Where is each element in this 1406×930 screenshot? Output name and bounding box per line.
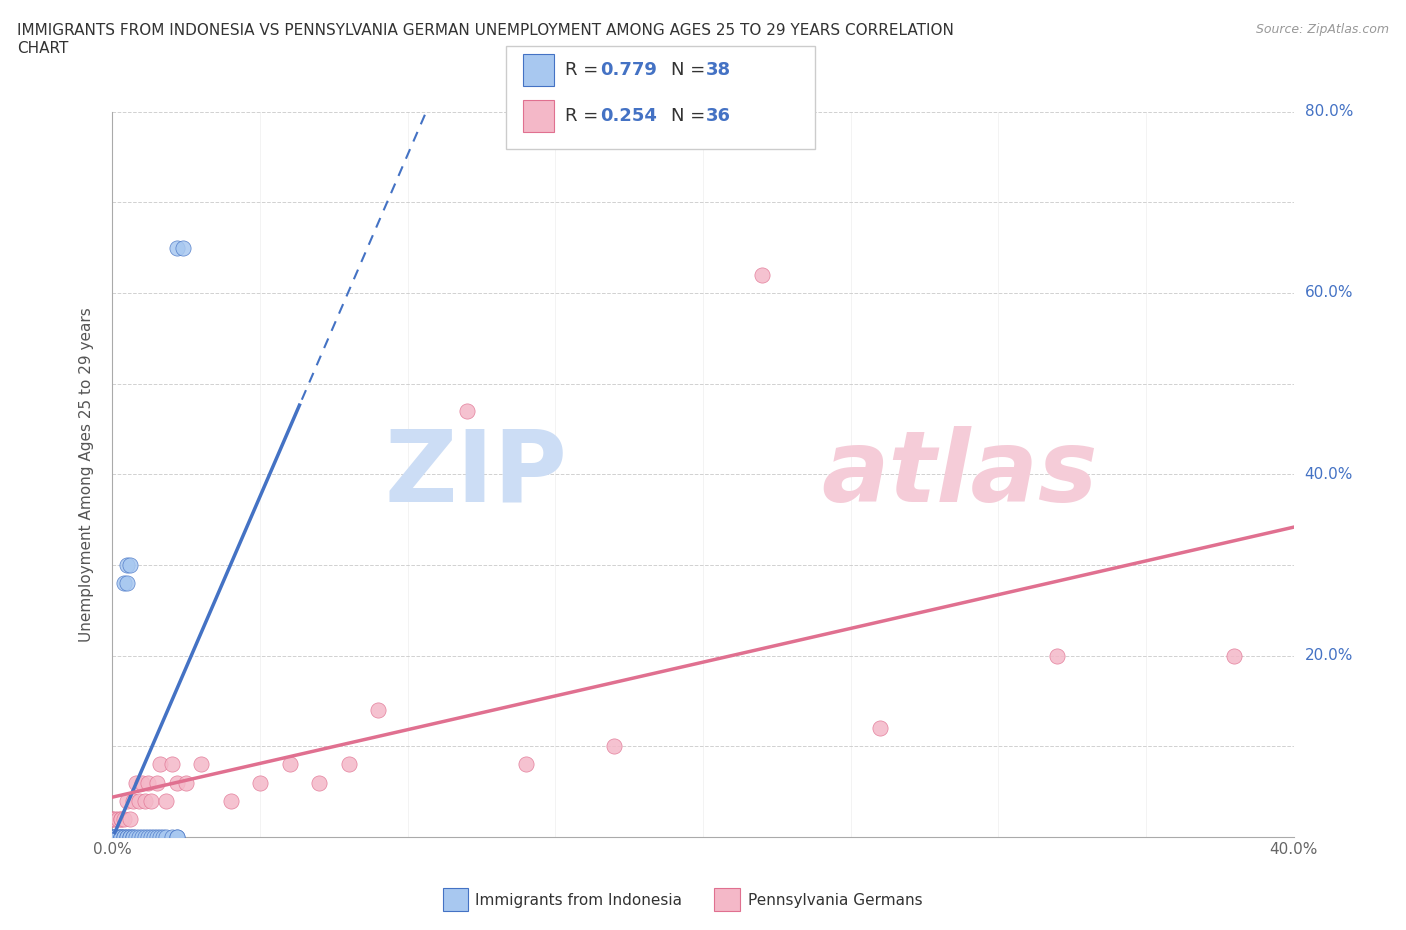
Point	[117, 576, 138, 591]
Point	[172, 240, 194, 255]
Point	[122, 830, 145, 844]
Text: Source: ZipAtlas.com: Source: ZipAtlas.com	[1256, 23, 1389, 36]
Point	[104, 830, 127, 844]
Point	[101, 830, 124, 844]
Text: Pennsylvania Germans: Pennsylvania Germans	[748, 893, 922, 908]
Point	[101, 830, 124, 844]
Point	[110, 830, 132, 844]
Point	[125, 776, 148, 790]
Point	[603, 738, 626, 753]
Point	[107, 830, 129, 844]
Point	[160, 830, 183, 844]
Text: 80.0%: 80.0%	[1305, 104, 1353, 119]
Text: N =: N =	[671, 61, 710, 79]
Point	[131, 830, 153, 844]
Point	[166, 830, 188, 844]
Point	[1046, 648, 1069, 663]
Point	[456, 404, 478, 418]
Point	[107, 811, 129, 827]
Point	[139, 793, 162, 808]
Point	[110, 811, 132, 827]
Point	[128, 830, 150, 844]
Point	[101, 811, 124, 827]
Point	[166, 830, 188, 844]
Text: IMMIGRANTS FROM INDONESIA VS PENNSYLVANIA GERMAN UNEMPLOYMENT AMONG AGES 25 TO 2: IMMIGRANTS FROM INDONESIA VS PENNSYLVANI…	[17, 23, 953, 56]
Point	[149, 757, 172, 772]
Point	[160, 757, 183, 772]
Point	[155, 793, 177, 808]
Point	[117, 793, 138, 808]
Text: R =: R =	[565, 61, 605, 79]
Point	[136, 776, 159, 790]
Point	[122, 830, 145, 844]
Point	[146, 776, 169, 790]
Point	[367, 703, 389, 718]
Point	[146, 830, 169, 844]
Point	[249, 776, 271, 790]
Point	[120, 830, 142, 844]
Text: 38: 38	[706, 61, 731, 79]
Text: R =: R =	[565, 107, 605, 125]
Point	[101, 830, 124, 844]
Text: Immigrants from Indonesia: Immigrants from Indonesia	[475, 893, 682, 908]
Point	[112, 830, 135, 844]
Point	[131, 776, 153, 790]
Point	[117, 830, 138, 844]
Point	[152, 830, 174, 844]
Point	[1223, 648, 1246, 663]
Point	[112, 830, 135, 844]
Point	[107, 830, 129, 844]
Text: 40.0%: 40.0%	[1305, 467, 1353, 482]
Point	[337, 757, 360, 772]
Point	[136, 830, 159, 844]
Point	[219, 793, 242, 808]
Text: atlas: atlas	[821, 426, 1098, 523]
Text: ZIP: ZIP	[384, 426, 567, 523]
Point	[112, 811, 135, 827]
Point	[174, 776, 197, 790]
Text: N =: N =	[671, 107, 710, 125]
Point	[515, 757, 537, 772]
Point	[869, 721, 891, 736]
Text: 0.779: 0.779	[600, 61, 657, 79]
Point	[149, 830, 172, 844]
Y-axis label: Unemployment Among Ages 25 to 29 years: Unemployment Among Ages 25 to 29 years	[79, 307, 94, 642]
Point	[117, 830, 138, 844]
Point	[751, 268, 773, 283]
Text: 60.0%: 60.0%	[1305, 286, 1353, 300]
Point	[120, 830, 142, 844]
Point	[104, 811, 127, 827]
Point	[166, 240, 188, 255]
Point	[134, 793, 156, 808]
Point	[142, 830, 165, 844]
Text: 0.254: 0.254	[600, 107, 657, 125]
Point	[120, 558, 142, 573]
Point	[117, 558, 138, 573]
Point	[139, 830, 162, 844]
Point	[101, 811, 124, 827]
Point	[104, 830, 127, 844]
Point	[125, 830, 148, 844]
Point	[155, 830, 177, 844]
Text: 20.0%: 20.0%	[1305, 648, 1353, 663]
Text: 36: 36	[706, 107, 731, 125]
Point	[120, 811, 142, 827]
Point	[166, 776, 188, 790]
Point	[110, 830, 132, 844]
Point	[128, 793, 150, 808]
Point	[110, 830, 132, 844]
Point	[278, 757, 301, 772]
Point	[308, 776, 330, 790]
Point	[122, 793, 145, 808]
Point	[134, 830, 156, 844]
Point	[112, 576, 135, 591]
Point	[190, 757, 212, 772]
Point	[110, 811, 132, 827]
